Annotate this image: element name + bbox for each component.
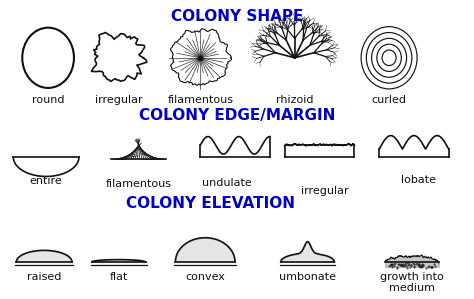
Text: raised: raised xyxy=(27,272,61,282)
Text: undulate: undulate xyxy=(202,179,252,188)
Text: irregular: irregular xyxy=(95,95,143,105)
Text: filamentous: filamentous xyxy=(167,95,233,105)
Text: entire: entire xyxy=(30,176,63,187)
Text: COLONY EDGE/MARGIN: COLONY EDGE/MARGIN xyxy=(139,108,335,123)
Text: convex: convex xyxy=(185,272,225,282)
Text: umbonate: umbonate xyxy=(279,272,336,282)
Text: COLONY SHAPE: COLONY SHAPE xyxy=(171,9,303,24)
Text: filamentous: filamentous xyxy=(106,179,172,189)
Text: flat: flat xyxy=(109,272,128,282)
Text: growth into
medium: growth into medium xyxy=(380,272,444,293)
Text: curled: curled xyxy=(372,95,407,105)
Text: COLONY ELEVATION: COLONY ELEVATION xyxy=(126,196,295,211)
Text: round: round xyxy=(32,95,64,105)
Text: irregular: irregular xyxy=(301,186,348,196)
Text: rhizoid: rhizoid xyxy=(276,95,313,105)
Text: lobate: lobate xyxy=(401,175,437,184)
